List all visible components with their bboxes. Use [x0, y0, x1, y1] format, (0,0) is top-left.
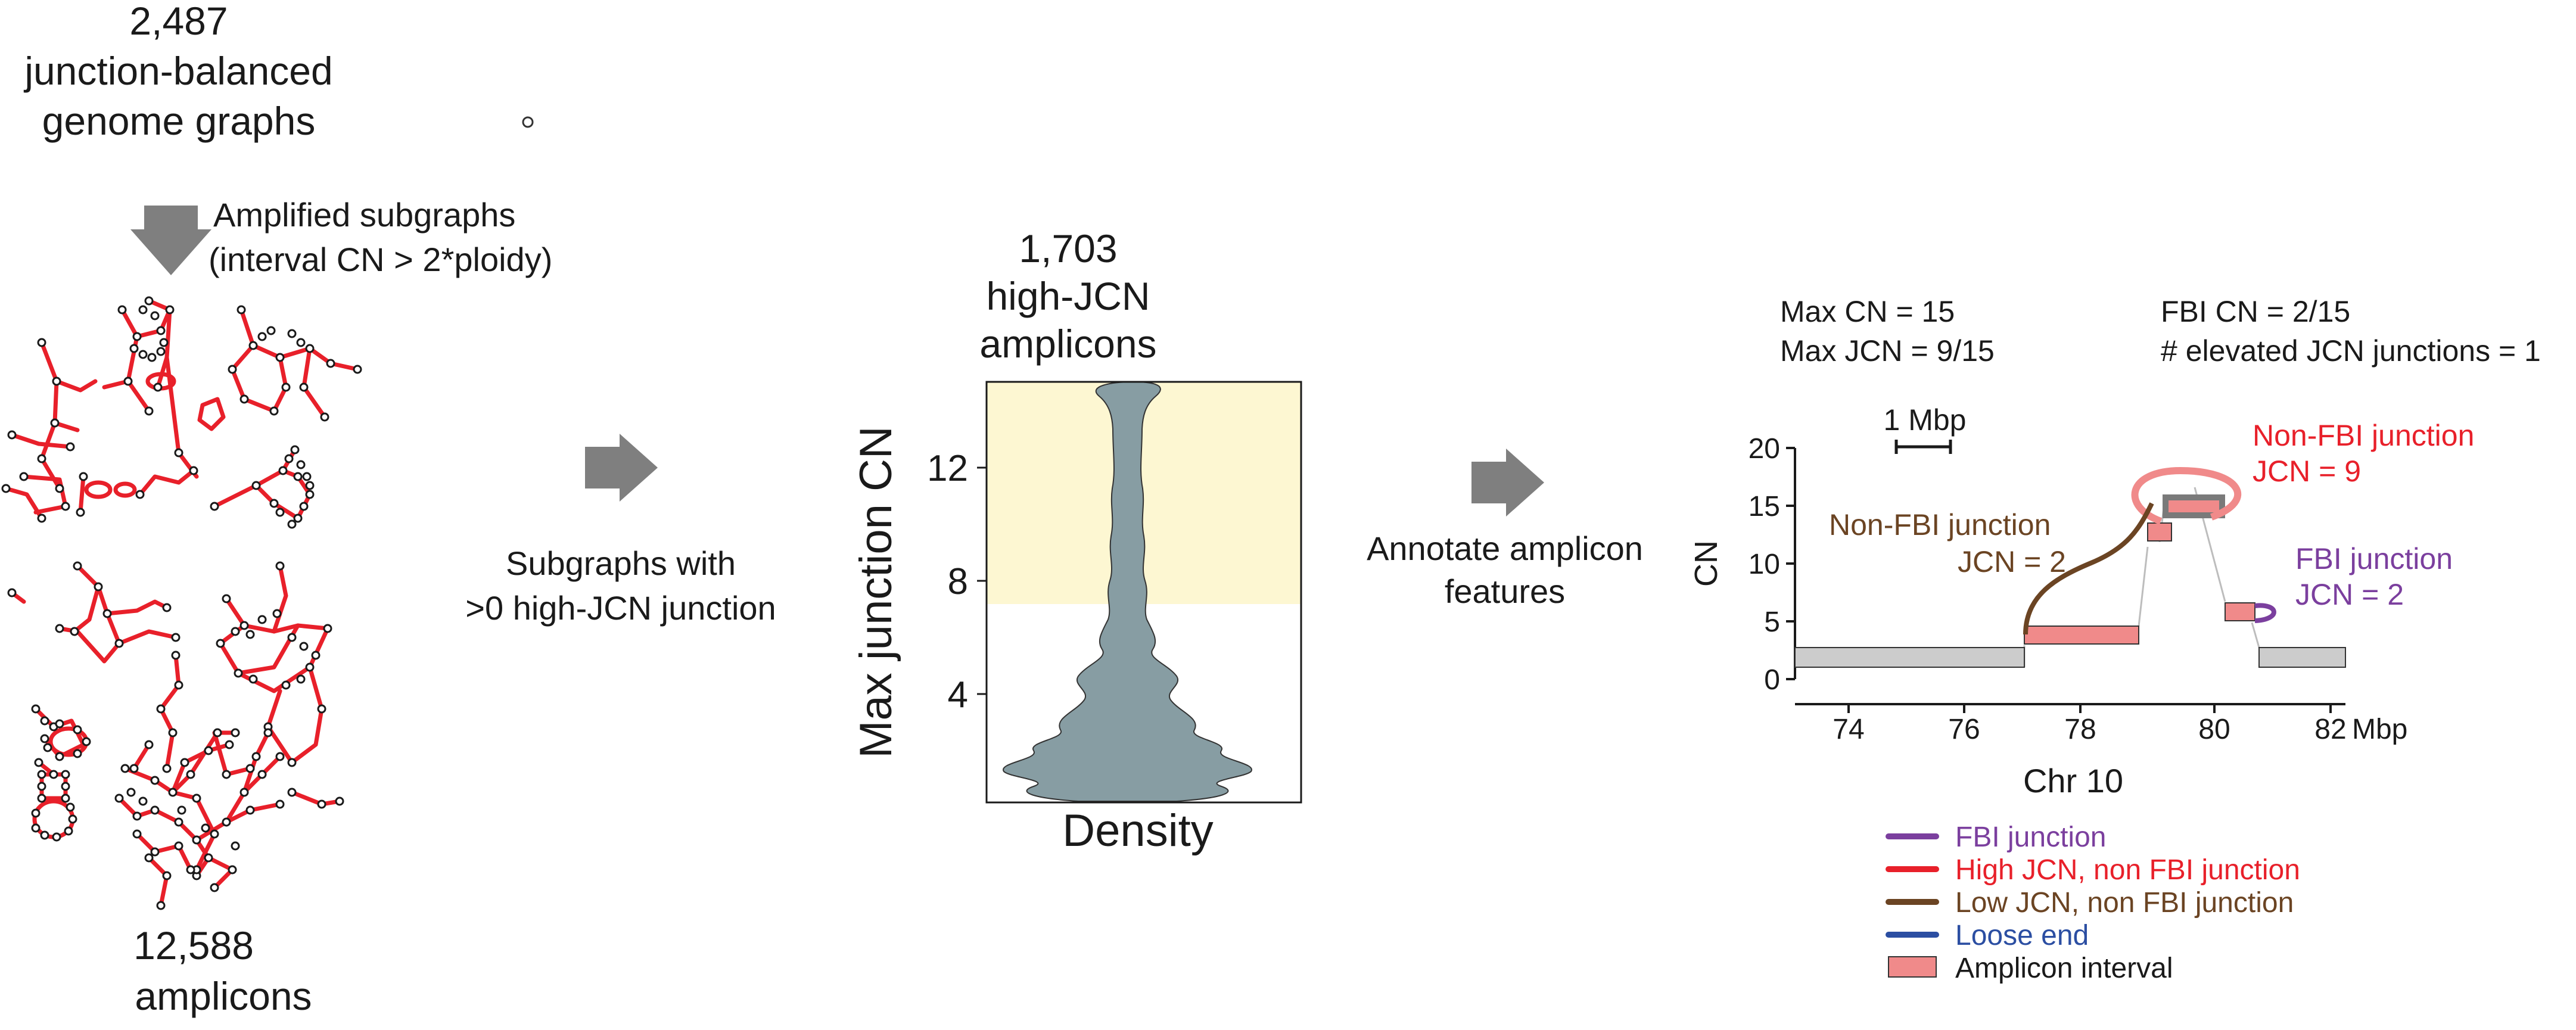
- violin-frame: [985, 381, 1302, 804]
- violin-title-line3: amplicons: [979, 322, 1156, 366]
- violin-ylabel: Max junction CN: [851, 426, 901, 758]
- amplified-subgraphs-criteria: (interval CN > 2*ploidy): [209, 241, 552, 278]
- legend: FBI junction High JCN, non FBI junction …: [1886, 821, 2300, 984]
- chr-xtick-label-82: 82: [2314, 714, 2346, 745]
- cn-ytick-label-5: 5: [1764, 606, 1780, 638]
- violin-title-line2: high-JCN: [986, 274, 1150, 318]
- small-circle-marker: [522, 116, 534, 128]
- ann-nonfbi-brown-line1: Non-FBI junction: [1829, 508, 2051, 542]
- chr-xlabel: Chr 10: [2023, 762, 2123, 799]
- down-arrow-icon: [130, 206, 211, 275]
- graph-count: 2,487: [129, 0, 228, 43]
- legend-label-loose-end: Loose end: [1955, 920, 2089, 951]
- example-amplicon-panel: Max CN = 15 Max JCN = 9/15 FBI CN = 2/15…: [1688, 295, 2541, 984]
- interval-gray-left: [1794, 647, 2025, 668]
- step-arrow-1: Subgraphs with >0 high-JCN junction: [465, 434, 776, 627]
- cn-ytick-label-0: 0: [1764, 664, 1780, 696]
- connector-5: [2251, 622, 2260, 648]
- legend-label-high-jcn: High JCN, non FBI junction: [1955, 854, 2300, 886]
- interval-gray-right: [2258, 647, 2346, 668]
- ann-fbi-line2: JCN = 2: [2295, 578, 2404, 611]
- interval-amplified-peak: [2163, 494, 2225, 518]
- step2-label-line2: features: [1445, 572, 1565, 610]
- violin-ytick-label-8: 8: [948, 561, 968, 602]
- chr-xtick-label-74: 74: [1833, 714, 1864, 745]
- cn-ylabel: CN: [1688, 540, 1724, 587]
- violin-ytick-label-12: 12: [927, 448, 968, 489]
- amplicon-subgraph-nodes: [1, 296, 362, 910]
- violin-panel: 1,703 high-JCN amplicons 12 8 4 Max junc…: [851, 226, 1302, 856]
- violin-title-count: 1,703: [1019, 226, 1117, 270]
- legend-label-low-jcn: Low JCN, non FBI junction: [1955, 887, 2294, 919]
- amplicon-count: 12,588: [133, 923, 254, 967]
- violin-ytick-label-4: 4: [948, 674, 968, 715]
- high-jcn-junction: [2131, 466, 2242, 525]
- interval-amplified-2: [2147, 522, 2172, 542]
- violin-shape: [1003, 382, 1252, 802]
- chr-xtick-label-80: 80: [2198, 714, 2230, 745]
- violin-xlabel: Density: [1062, 805, 1213, 856]
- step1-label-line1: Subgraphs with: [506, 544, 736, 582]
- cn-ytick-label-15: 15: [1749, 491, 1780, 522]
- ann-fbi-line1: FBI junction: [2295, 542, 2453, 575]
- connector-2: [2138, 546, 2149, 627]
- graph-count-label-2: genome graphs: [42, 99, 316, 143]
- chr-xtick-label-76: 76: [1948, 714, 1980, 745]
- right-arrow-icon: [585, 434, 658, 502]
- chr-xtick-label-78: 78: [2064, 714, 2096, 745]
- interval-amplified-1: [2024, 626, 2139, 645]
- legend-label-fbi: FBI junction: [1955, 821, 2106, 853]
- amplified-subgraphs-label: Amplified subgraphs: [213, 196, 515, 234]
- ann-nonfbi-brown-line2: JCN = 2: [1958, 545, 2066, 578]
- stat-max-cn: Max CN = 15: [1780, 295, 1955, 328]
- right-arrow-icon: [1471, 449, 1544, 516]
- legend-swatch-interval: [1888, 956, 1937, 978]
- scale-bar-label: 1 Mbp: [1884, 403, 1967, 437]
- stat-elevated-jcn: # elevated JCN junctions = 1: [2161, 334, 2541, 368]
- low-jcn-junction: [2023, 502, 2154, 635]
- amplicon-count-label: amplicons: [135, 974, 312, 1018]
- ann-nonfbi-red-line1: Non-FBI junction: [2253, 419, 2474, 452]
- graph-count-label-1: junction-balanced: [23, 49, 332, 93]
- step-arrow-2: Annotate amplicon features: [1367, 449, 1643, 610]
- interval-amplified-3: [2225, 602, 2255, 621]
- fbi-junction: [2254, 603, 2276, 623]
- chr-x-unit: Mbp: [2352, 714, 2407, 745]
- stat-fbi-cn: FBI CN = 2/15: [2161, 295, 2350, 328]
- step1-label-line2: >0 high-JCN junction: [465, 589, 776, 627]
- stat-max-jcn: Max JCN = 9/15: [1780, 334, 1995, 368]
- cn-ytick-label-10: 10: [1749, 549, 1780, 580]
- ann-nonfbi-red-line2: JCN = 9: [2253, 455, 2361, 488]
- panel-genome-graphs: 2,487 junction-balanced genome graphs Am…: [1, 0, 552, 1018]
- step2-label-line1: Annotate amplicon: [1367, 530, 1643, 567]
- cn-ytick-label-20: 20: [1749, 433, 1780, 465]
- legend-label-interval: Amplicon interval: [1955, 953, 2173, 984]
